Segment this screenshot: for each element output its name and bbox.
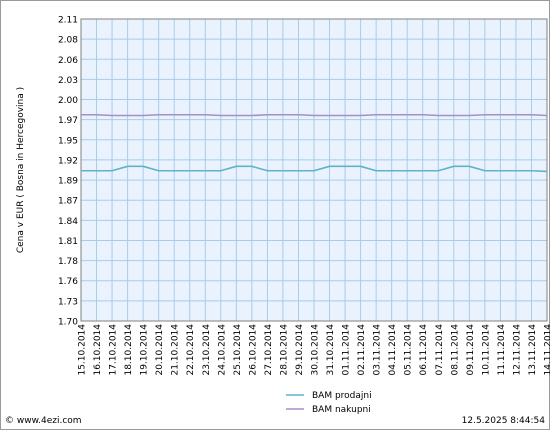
y-tick-label: 1.87 bbox=[58, 197, 78, 207]
x-tick-label: 01.11.2014 bbox=[342, 324, 352, 376]
y-tick-label: 2.08 bbox=[58, 36, 78, 46]
y-tick-labels: 2.11 2.08 2.06 2.03 2.00 1.97 1.95 1.92 1.89 1.87… bbox=[58, 16, 78, 328]
series-lines bbox=[81, 113, 548, 173]
x-tick-label: 08.11.2014 bbox=[450, 324, 460, 376]
series-line-bam-prodajni bbox=[81, 165, 548, 173]
x-tick-label: 30.10.2014 bbox=[311, 324, 321, 376]
y-tick-label: 1.92 bbox=[58, 156, 78, 166]
y-tick-label: 1.78 bbox=[58, 257, 78, 267]
y-tick-label: 2.00 bbox=[58, 96, 78, 106]
y-tick-label: 1.70 bbox=[58, 318, 78, 328]
x-tick-label: 19.10.2014 bbox=[140, 324, 150, 376]
x-tick-label: 27.10.2014 bbox=[264, 324, 274, 376]
x-tick-label: 31.10.2014 bbox=[326, 324, 336, 376]
x-tick-label: 13.11.2014 bbox=[528, 324, 538, 376]
x-tick-labels: 15.10.2014 16.10.2014 17.10.2014 18.10.2014… bbox=[78, 324, 550, 376]
footer-timestamp: 12.5.2025 8:44:54 bbox=[462, 416, 546, 426]
x-tick-label: 14.11.2014 bbox=[544, 324, 550, 376]
x-tick-label: 07.11.2014 bbox=[435, 324, 445, 376]
x-tick-label: 21.10.2014 bbox=[171, 324, 181, 376]
y-tick-label: 1.73 bbox=[58, 297, 78, 307]
x-tick-label: 22.10.2014 bbox=[186, 324, 196, 376]
legend-label-bam-prodajni: BAM prodajni bbox=[312, 391, 372, 401]
x-tick-label: 05.11.2014 bbox=[404, 324, 414, 376]
y-tick-label: 2.03 bbox=[58, 76, 78, 86]
y-tick-label: 1.84 bbox=[58, 217, 78, 227]
footer-source: © www.4ezi.com bbox=[5, 416, 82, 426]
x-tick-label: 17.10.2014 bbox=[109, 324, 119, 376]
x-tick-label: 29.10.2014 bbox=[295, 324, 305, 376]
y-axis-title: Cena v EUR ( Bosna in Hercegovina ) bbox=[16, 87, 26, 253]
x-tick-label: 09.11.2014 bbox=[466, 324, 476, 376]
x-tick-label: 15.10.2014 bbox=[78, 324, 88, 376]
x-tick-label: 20.10.2014 bbox=[155, 324, 165, 376]
horizontal-gridlines bbox=[81, 38, 547, 302]
x-tick-label: 06.11.2014 bbox=[419, 324, 429, 376]
y-tick-label: 2.11 bbox=[58, 16, 78, 26]
x-tick-label: 12.11.2014 bbox=[512, 324, 522, 376]
x-tick-label: 18.10.2014 bbox=[124, 324, 134, 376]
legend-label-bam-nakupni: BAM nakupni bbox=[312, 405, 371, 415]
x-tick-label: 04.11.2014 bbox=[388, 324, 398, 376]
y-tick-label: 1.97 bbox=[58, 116, 78, 126]
legend: BAM prodajni BAM nakupni bbox=[286, 391, 372, 415]
x-tick-label: 02.11.2014 bbox=[357, 324, 367, 376]
x-tick-label: 24.10.2014 bbox=[217, 324, 227, 376]
y-tick-label: 1.95 bbox=[58, 136, 78, 146]
y-tick-label: 1.89 bbox=[58, 177, 78, 187]
x-tick-label: 23.10.2014 bbox=[202, 324, 212, 376]
x-tick-label: 26.10.2014 bbox=[248, 324, 258, 376]
x-tick-label: 11.11.2014 bbox=[497, 324, 507, 376]
x-tick-label: 28.10.2014 bbox=[279, 324, 289, 376]
y-tick-label: 1.76 bbox=[58, 277, 78, 287]
x-tick-label: 16.10.2014 bbox=[93, 324, 103, 376]
y-tick-label: 1.81 bbox=[58, 237, 78, 247]
y-tick-label: 2.06 bbox=[58, 56, 78, 66]
x-tick-label: 25.10.2014 bbox=[233, 324, 243, 376]
x-tick-label: 03.11.2014 bbox=[373, 324, 383, 376]
x-tick-label: 10.11.2014 bbox=[481, 324, 491, 376]
series-line-bam-nakupni bbox=[81, 113, 548, 117]
